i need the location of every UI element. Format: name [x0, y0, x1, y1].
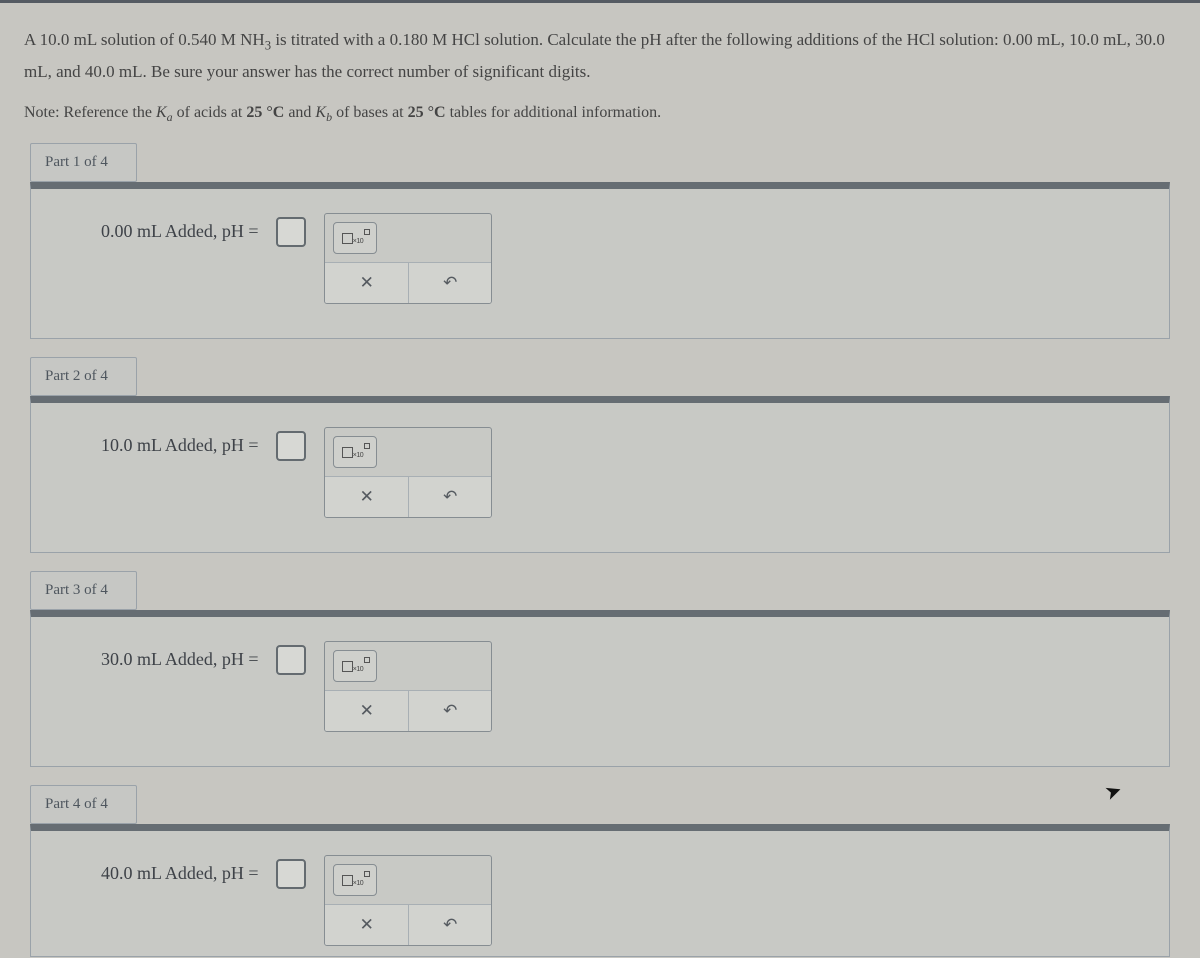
- answer-row: 30.0 mL Added, pH = ×10 ✕ ↶: [101, 641, 1135, 732]
- temp-1: 25 °C: [246, 104, 284, 121]
- box-icon: [342, 233, 353, 244]
- clear-button[interactable]: ✕: [325, 477, 408, 517]
- clear-button[interactable]: ✕: [325, 691, 408, 731]
- answer-row: 0.00 mL Added, pH = ×10 ✕ ↶: [101, 213, 1135, 304]
- x10-label: ×10: [353, 666, 363, 673]
- box-icon: [342, 875, 353, 886]
- part-header: Part 3 of 4: [30, 571, 137, 610]
- part-block-3: Part 3 of 4 30.0 mL Added, pH = ×10 ✕ ↶: [30, 571, 1170, 767]
- undo-button[interactable]: ↶: [408, 477, 492, 517]
- answer-prompt: 10.0 mL Added, pH =: [101, 427, 258, 456]
- x10-label: ×10: [353, 452, 363, 459]
- sup-box-icon: [364, 443, 370, 449]
- sci-notation-button[interactable]: ×10: [333, 864, 377, 896]
- q-vol-base: 10.0 mL: [40, 30, 97, 49]
- q-conc-acid: 0.180 M HCl: [390, 30, 480, 49]
- part-block-4: Part 4 of 4 ➤ 40.0 mL Added, pH = ×10 ✕ …: [30, 785, 1170, 957]
- cursor-icon: ➤: [1101, 777, 1125, 806]
- q-sigfig: Be sure your answer has the correct numb…: [147, 62, 591, 81]
- temp-2: 25 °C: [408, 104, 446, 121]
- part-panel: 0.00 mL Added, pH = ×10 ✕ ↶: [30, 182, 1170, 339]
- part-header: Part 1 of 4: [30, 143, 137, 182]
- q-text: solution. Calculate the pH after the fol…: [480, 30, 907, 49]
- sci-notation-button[interactable]: ×10: [333, 650, 377, 682]
- q-text: solution of: [97, 30, 179, 49]
- tool-bottom-row: ✕ ↶: [325, 690, 491, 731]
- tool-cluster: ×10 ✕ ↶: [324, 213, 492, 304]
- sup-box-icon: [364, 229, 370, 235]
- q-text: solution:: [935, 30, 1003, 49]
- x-icon: ✕: [360, 915, 374, 935]
- tool-cluster: ×10 ✕ ↶: [324, 427, 492, 518]
- q-text: A: [24, 30, 40, 49]
- x10-label: ×10: [353, 238, 363, 245]
- undo-icon: ↶: [443, 273, 457, 293]
- ph-input[interactable]: [276, 859, 306, 889]
- ka-symbol: Ka: [156, 104, 173, 121]
- clear-button[interactable]: ✕: [325, 263, 408, 303]
- part-panel: 30.0 mL Added, pH = ×10 ✕ ↶: [30, 610, 1170, 767]
- q-conc-base: 0.540 M NH3: [178, 30, 271, 49]
- undo-icon: ↶: [443, 701, 457, 721]
- undo-button[interactable]: ↶: [408, 691, 492, 731]
- tool-top-row: ×10: [325, 642, 491, 690]
- answer-prompt: 30.0 mL Added, pH =: [101, 641, 258, 670]
- tool-cluster: ×10 ✕ ↶: [324, 855, 492, 946]
- ph-input[interactable]: [276, 217, 306, 247]
- x-icon: ✕: [360, 701, 374, 721]
- answer-row: 40.0 mL Added, pH = ×10 ✕ ↶: [101, 855, 1135, 946]
- answer-prompt: 0.00 mL Added, pH =: [101, 213, 258, 242]
- part-block-2: Part 2 of 4 10.0 mL Added, pH = ×10 ✕ ↶: [30, 357, 1170, 553]
- undo-button[interactable]: ↶: [408, 905, 492, 945]
- x10-label: ×10: [353, 880, 363, 887]
- clear-button[interactable]: ✕: [325, 905, 408, 945]
- q-text: is titrated with a: [271, 30, 390, 49]
- undo-icon: ↶: [443, 915, 457, 935]
- answer-prompt: 40.0 mL Added, pH =: [101, 855, 258, 884]
- tool-top-row: ×10: [325, 428, 491, 476]
- ph-input[interactable]: [276, 431, 306, 461]
- x-icon: ✕: [360, 273, 374, 293]
- sup-box-icon: [364, 871, 370, 877]
- box-icon: [342, 447, 353, 458]
- part-panel: 10.0 mL Added, pH = ×10 ✕ ↶: [30, 396, 1170, 553]
- tool-top-row: ×10: [325, 856, 491, 904]
- part-block-1: Part 1 of 4 0.00 mL Added, pH = ×10 ✕ ↶: [30, 143, 1170, 339]
- sci-notation-button[interactable]: ×10: [333, 436, 377, 468]
- part-header: Part 4 of 4: [30, 785, 137, 824]
- sci-notation-button[interactable]: ×10: [333, 222, 377, 254]
- ph-input[interactable]: [276, 645, 306, 675]
- tool-top-row: ×10: [325, 214, 491, 262]
- tool-cluster: ×10 ✕ ↶: [324, 641, 492, 732]
- question-stem: A 10.0 mL solution of 0.540 M NH3 is tit…: [20, 21, 1180, 98]
- undo-button[interactable]: ↶: [408, 263, 492, 303]
- part-header: Part 2 of 4: [30, 357, 137, 396]
- page-root: A 10.0 mL solution of 0.540 M NH3 is tit…: [0, 0, 1200, 958]
- tool-bottom-row: ✕ ↶: [325, 904, 491, 945]
- tool-bottom-row: ✕ ↶: [325, 262, 491, 303]
- answer-row: 10.0 mL Added, pH = ×10 ✕ ↶: [101, 427, 1135, 518]
- q-acid-name: HCl: [907, 30, 935, 49]
- kb-symbol: Kb: [315, 104, 332, 121]
- part-panel: 40.0 mL Added, pH = ×10 ✕ ↶: [30, 824, 1170, 957]
- sup-box-icon: [364, 657, 370, 663]
- x-icon: ✕: [360, 487, 374, 507]
- tool-bottom-row: ✕ ↶: [325, 476, 491, 517]
- box-icon: [342, 661, 353, 672]
- question-note: Note: Reference the Ka of acids at 25 °C…: [20, 98, 1180, 143]
- undo-icon: ↶: [443, 487, 457, 507]
